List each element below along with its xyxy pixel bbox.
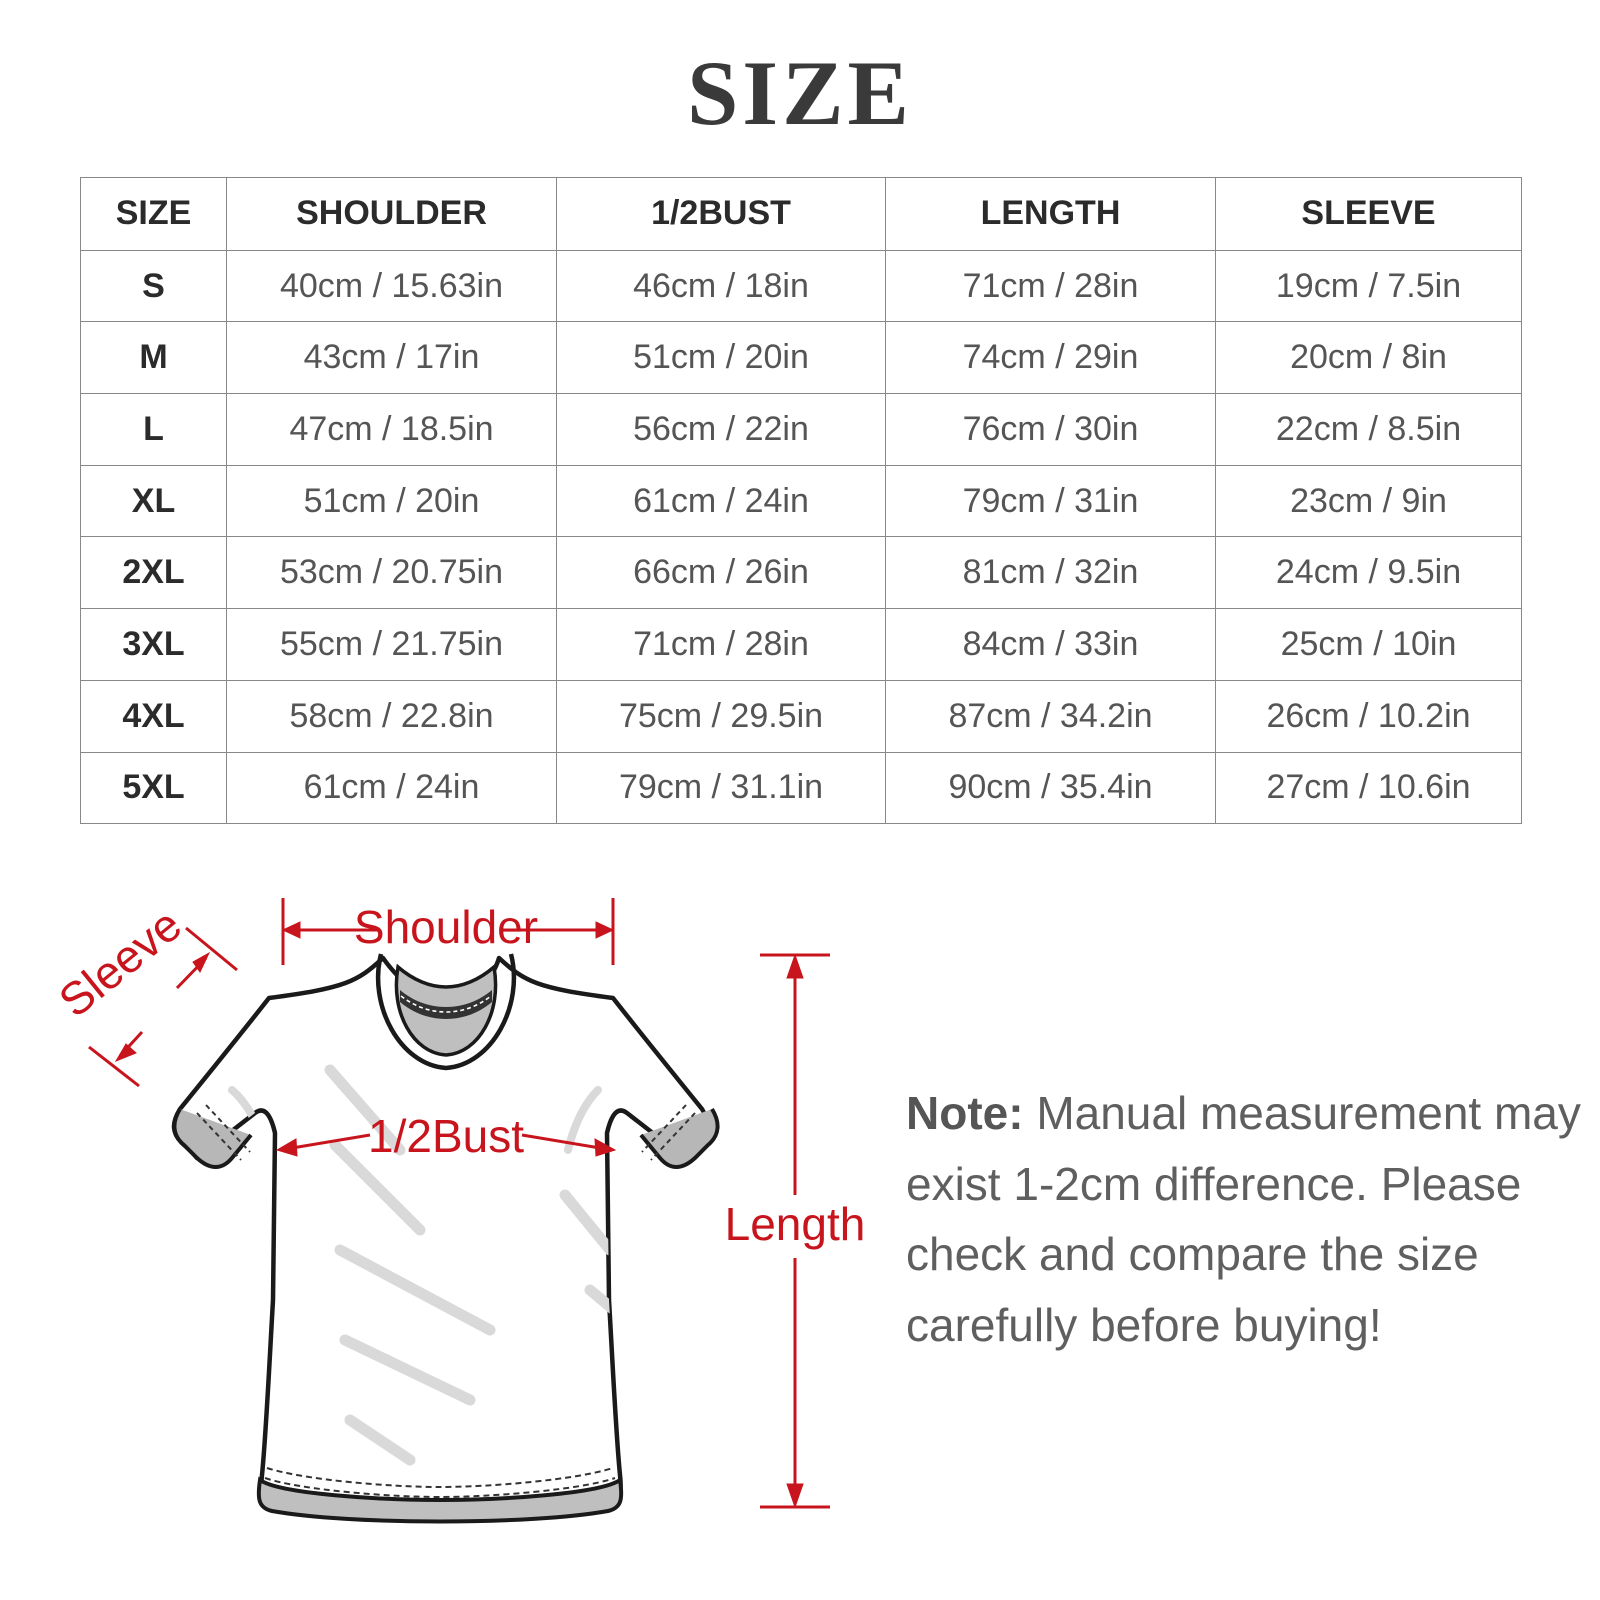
svg-text:Sleeve: Sleeve xyxy=(49,898,191,1027)
svg-text:Shoulder: Shoulder xyxy=(354,901,538,953)
svg-text:1/2Bust: 1/2Bust xyxy=(368,1110,524,1162)
svg-text:Length: Length xyxy=(725,1198,866,1250)
